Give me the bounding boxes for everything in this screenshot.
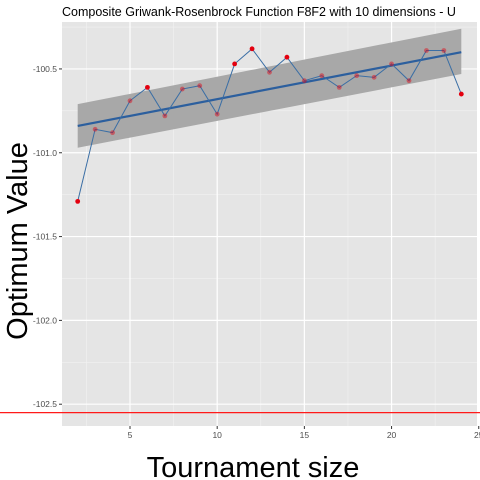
x-tick-label: 15 [300,430,310,440]
data-point [458,91,464,97]
x-tick-label: 5 [128,430,133,440]
data-point [179,86,185,92]
data-point [145,84,150,90]
y-tick-label: -101.0 [33,148,57,158]
data-point [336,84,342,90]
data-point [232,61,238,67]
series-line [77,48,462,202]
data-point [75,198,81,204]
data-point [319,73,325,79]
y-axis: -102.5 -102.0 -101.5 -101.0 -100.5 [33,64,62,409]
data-point [301,78,307,84]
y-axis-label: Optimum Value [2,142,34,340]
grid-minor [62,22,477,426]
y-tick-label: -100.5 [33,64,57,74]
data-point [267,69,272,75]
data-point [284,54,290,60]
data-point [214,111,220,117]
y-tick-label: -102.5 [33,399,57,409]
y-tick-label: -102.0 [33,315,57,325]
data-point [162,113,168,119]
x-tick-label: 20 [387,430,397,440]
data-point [354,73,360,79]
trend-line [77,51,462,128]
data-point [441,48,447,53]
x-axis: 5 10 15 20 25 [128,426,480,440]
data-point [197,83,203,89]
data-point [371,74,377,80]
data-point [92,126,98,132]
data-point [127,98,133,104]
x-tick-label: 10 [212,430,222,440]
data-point [406,78,412,84]
x-axis-label: Tournament size [147,452,360,480]
data-point [424,48,429,53]
chart-title: Composite Griwank-Rosenbrock Function F8… [62,5,456,19]
data-points [75,46,464,204]
data-point [389,61,394,67]
data-point [249,46,255,52]
y-tick-label: -101.5 [33,232,57,242]
data-point [110,130,115,136]
x-tick-label: 25 [474,430,480,440]
